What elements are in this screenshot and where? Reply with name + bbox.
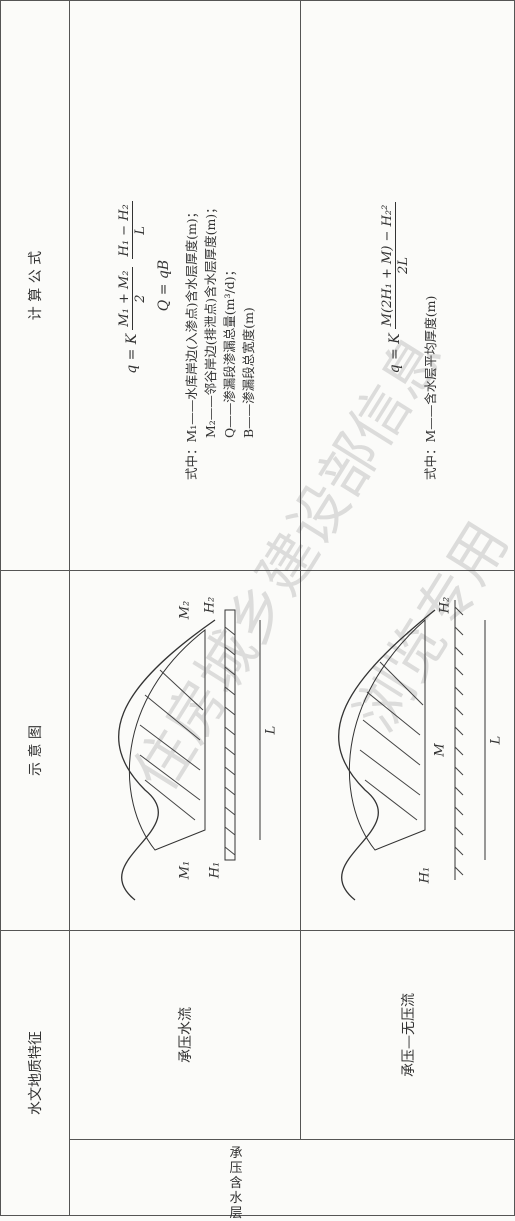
note: M₂——邻谷岸边(排泄点)含水层厚度(m)； (202, 201, 218, 438)
feature-cell: 承压—无压流 (300, 930, 515, 1140)
formula-cell: q = K M₁ + M₂ 2 H₁ − H₂ L Q = qB 式中：M₁——水库岸边(入… (69, 0, 301, 571)
header-feature: 水文地质特征 (0, 930, 70, 1216)
diagram-label: H₁ (418, 867, 433, 885)
numerator: H₁ − H₂ (116, 201, 133, 260)
group-label: 承压含水层 (229, 1146, 243, 1221)
diagram-label: L (264, 726, 279, 736)
fraction: M₁ + M₂ 2 (116, 267, 148, 330)
formula-line: Q = qB (156, 260, 172, 311)
fraction: M(2H₁ + M) − H₂² 2L (379, 201, 411, 330)
notes: 式中：M₁——水库岸边(入渗点)含水层厚度(m)； M₂——邻谷岸边(排泄点)含水… (182, 201, 258, 480)
diagram-cell: L M H₁ H₂ (300, 570, 515, 931)
diagram-label: H₂ (203, 597, 218, 615)
header-formula: 计 算 公 式 (0, 0, 70, 571)
denominator: L (132, 226, 148, 235)
formula-text: Q = qB (155, 259, 172, 312)
diagram-label: M₂ (178, 601, 193, 621)
diagram-label: M₁ (178, 861, 193, 881)
diagram-label: H₂ (438, 597, 453, 615)
denominator: 2L (395, 257, 411, 274)
diagram-label: H₁ (208, 862, 223, 880)
note: 式中：M₁——水库岸边(入渗点)含水层厚度(m)； (183, 205, 199, 480)
diagram-cell: L M₁ H₁ M₂ H₂ (69, 570, 301, 931)
fraction: H₁ − H₂ L (116, 201, 148, 260)
diagram-label: L (489, 736, 504, 746)
denominator: 2 (132, 294, 148, 303)
diagram: L M H₁ H₂ (338, 597, 504, 902)
formula-line: q = K M₁ + M₂ 2 H₁ − H₂ L (116, 197, 148, 374)
numerator: M(2H₁ + M) − H₂² (379, 201, 396, 330)
group-cell (69, 1139, 515, 1216)
feature-cell: 承压水流 (69, 930, 301, 1140)
note: Q——渗漏段渗漏总量(m³/d)； (221, 263, 237, 438)
header-diagram: 示 意 图 (0, 570, 70, 931)
diagram-label: M (433, 743, 448, 758)
diagram: L M₁ H₁ M₂ H₂ (118, 597, 279, 902)
note: B——渗漏段总宽度(m) (240, 307, 256, 438)
numerator: M₁ + M₂ (116, 267, 133, 330)
formula-text: q = K (124, 333, 140, 374)
